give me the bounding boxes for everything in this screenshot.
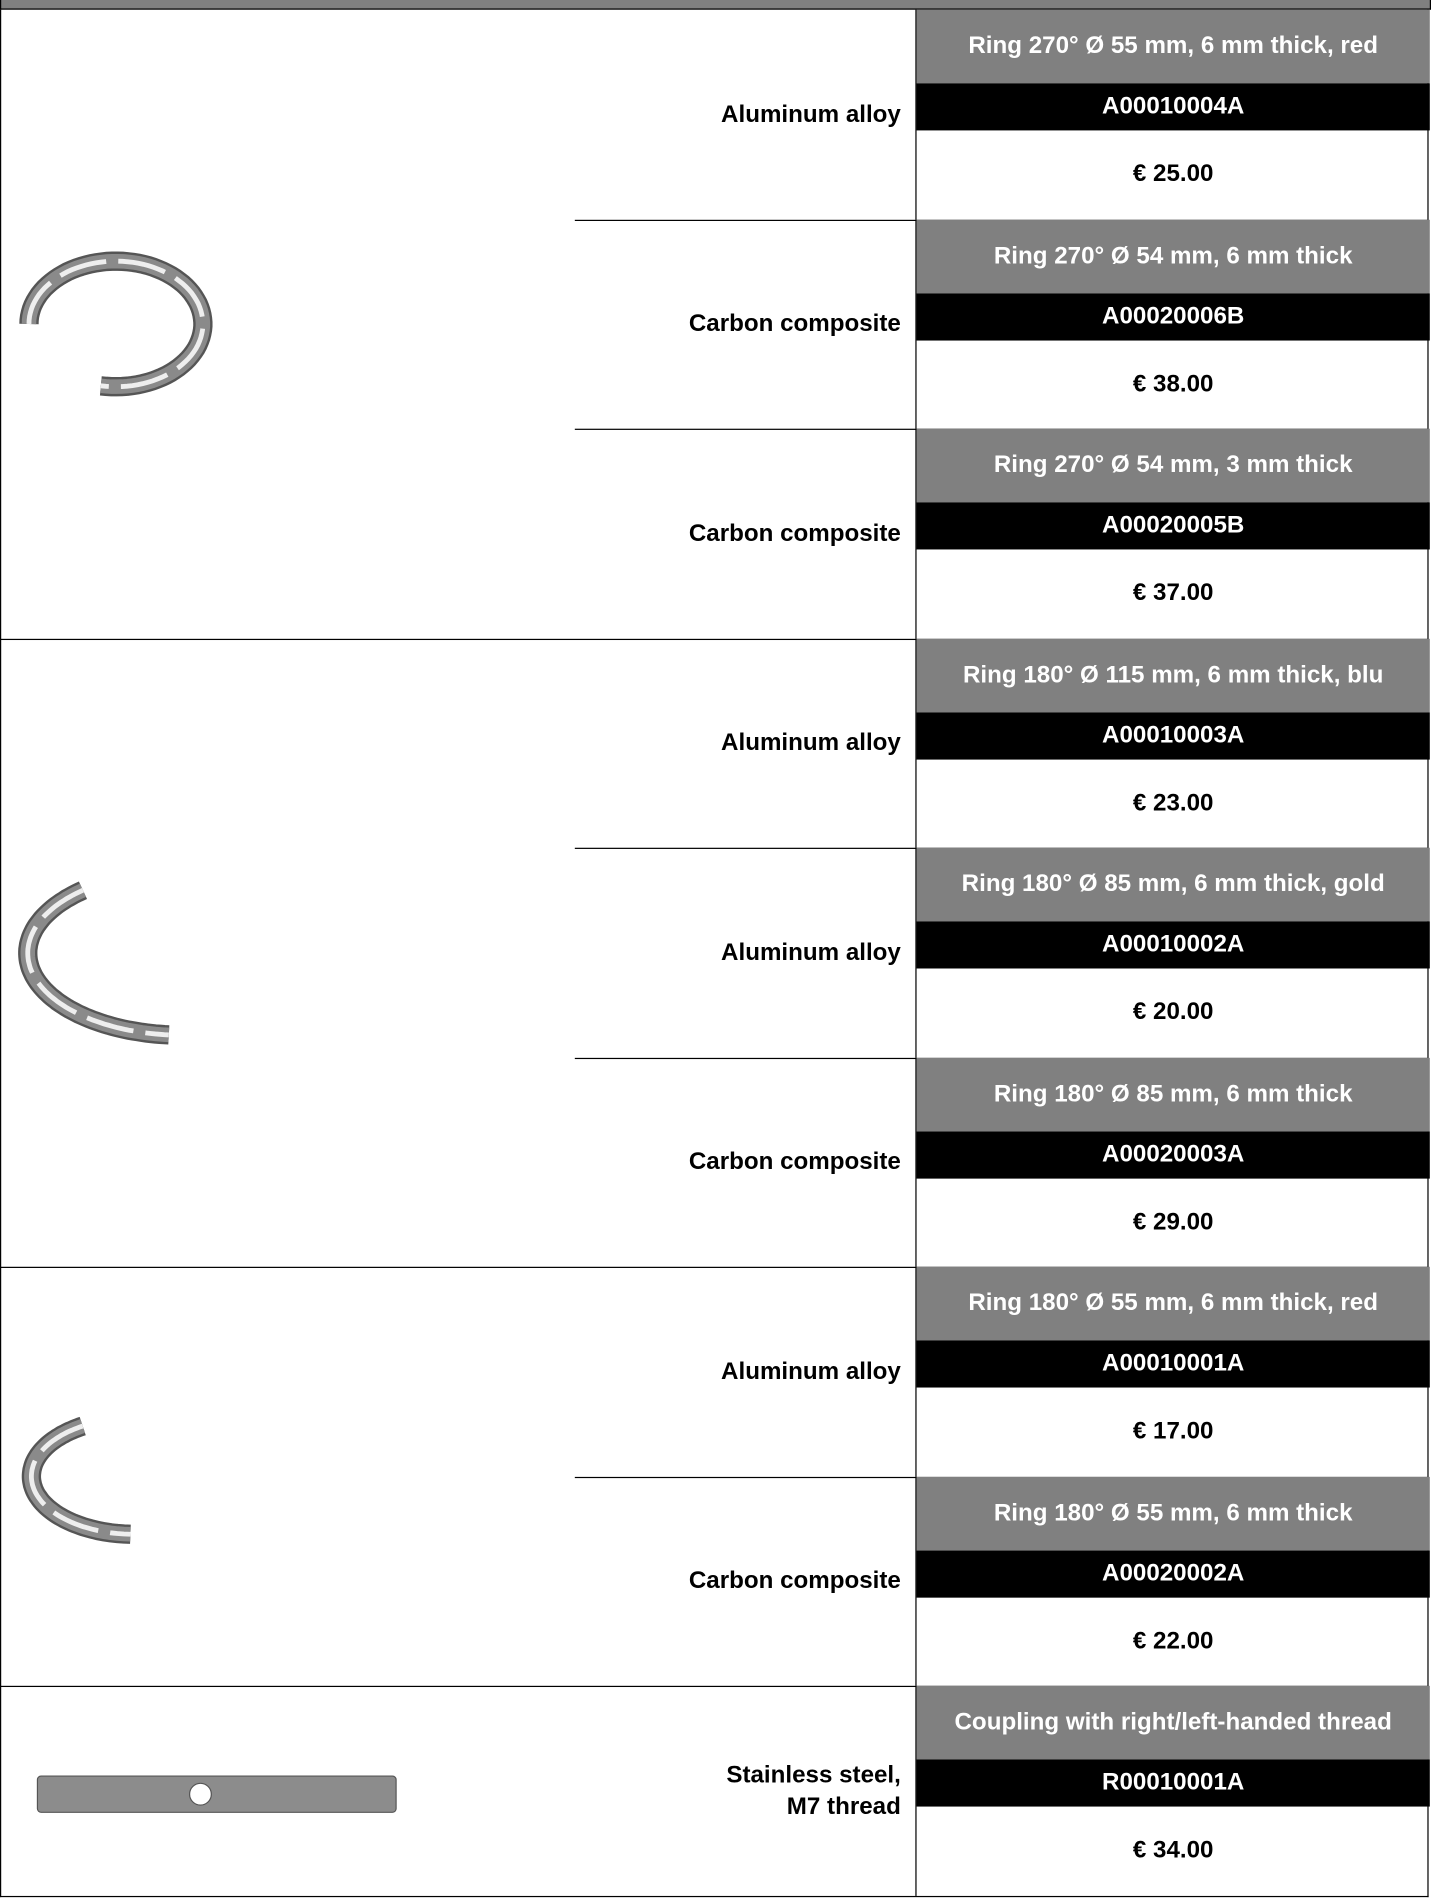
product-info: Ring 180° Ø 85 mm, 6 mm thick A00020003A €… [915, 1057, 1430, 1267]
product-info: Ring 180° Ø 55 mm, 6 mm thick, red A00010… [915, 1266, 1430, 1477]
product-price: € 37.00 [1132, 579, 1214, 607]
product-price: € 29.00 [1132, 1208, 1214, 1236]
product-code: A00010003A [916, 711, 1430, 759]
product-code: A00020002A [916, 1549, 1430, 1598]
part-outline [25, 887, 169, 1037]
product-row: Aluminum alloy Ring 180° Ø 115 mm, 6 mm t… [575, 638, 1430, 848]
product-code: A00020003A [916, 1130, 1430, 1179]
material: Aluminum alloy [721, 729, 901, 757]
product-info: Ring 180° Ø 115 mm, 6 mm thick, blu A0001… [915, 638, 1430, 848]
product-row: Stainless steel, M7 thread Coupling with … [575, 1685, 1430, 1896]
header-bar [0, 0, 1431, 10]
material: Stainless steel, M7 thread [726, 1761, 901, 1820]
material: Carbon composite [688, 1148, 901, 1176]
product-price: € 17.00 [1132, 1418, 1214, 1445]
product-image [1, 1267, 575, 1686]
product-price: € 38.00 [1132, 370, 1214, 397]
product-row: Carbon composite Ring 270° Ø 54 mm, 3 mm … [574, 428, 1430, 639]
product-price: € 23.00 [1132, 789, 1214, 817]
product-name: Ring 270° Ø 54 mm, 3 mm thick [916, 428, 1430, 503]
product-info: Coupling with right/left-handed thread R0… [915, 1685, 1430, 1896]
product-group: Stainless steel, M7 thread Coupling with … [0, 1685, 1430, 1897]
material: Carbon composite [688, 520, 901, 547]
part-outline [28, 1423, 131, 1537]
product-row: Aluminum alloy Ring 180° Ø 55 mm, 6 mm th… [575, 1266, 1430, 1477]
product-info: Ring 270° Ø 54 mm, 3 mm thick A00020005B €… [915, 428, 1430, 639]
material: Aluminum alloy [721, 101, 901, 128]
product-row: Carbon composite Ring 180° Ø 85 mm, 6 mm … [574, 1057, 1430, 1267]
product-row: Carbon composite Ring 270° Ø 54 mm, 6 mm … [574, 219, 1430, 429]
product-price: € 34.00 [1132, 1837, 1214, 1864]
product-photo [36, 1775, 397, 1813]
product-group: Aluminum alloy Ring 270° Ø 55 mm, 6 mm th… [0, 9, 1430, 640]
product-image [1, 1686, 575, 1896]
rod-hole [188, 1782, 212, 1806]
product-name: Coupling with right/left-handed thread [916, 1685, 1430, 1760]
product-row: Aluminum alloy Ring 270° Ø 55 mm, 6 mm th… [575, 9, 1430, 220]
product-info: Ring 180° Ø 85 mm, 6 mm thick, gold A0001… [915, 847, 1430, 1058]
part-outline [26, 258, 206, 390]
product-photo [18, 880, 170, 1044]
product-info: Ring 270° Ø 55 mm, 6 mm thick, red A00010… [915, 9, 1430, 220]
product-info: Ring 180° Ø 55 mm, 6 mm thick A00020002A €… [915, 1476, 1430, 1686]
product-code: A00010001A [916, 1340, 1430, 1388]
product-photo [19, 251, 213, 397]
product-code: A00020005B [916, 502, 1430, 550]
product-row: Carbon composite Ring 180° Ø 55 mm, 6 mm … [574, 1476, 1430, 1686]
material: Aluminum alloy [721, 939, 901, 966]
product-name: Ring 180° Ø 115 mm, 6 mm thick, blu [916, 638, 1430, 712]
product-code: A00010002A [916, 921, 1430, 969]
product-name: Ring 270° Ø 54 mm, 6 mm thick [916, 219, 1430, 293]
product-name: Ring 180° Ø 85 mm, 6 mm thick, gold [916, 847, 1430, 922]
product-code: A00010004A [916, 83, 1430, 131]
material: Carbon composite [688, 310, 901, 338]
rod [36, 1775, 397, 1813]
product-image [1, 638, 575, 1267]
product-name: Ring 180° Ø 55 mm, 6 mm thick [916, 1476, 1430, 1550]
product-code: A00020006B [916, 292, 1430, 340]
product-price: € 22.00 [1132, 1627, 1214, 1655]
product-row: Aluminum alloy Ring 180° Ø 85 mm, 6 mm th… [574, 847, 1430, 1058]
material: Aluminum alloy [721, 1358, 901, 1385]
product-group: Aluminum alloy Ring 180° Ø 115 mm, 6 mm t… [0, 638, 1430, 1268]
product-info: Ring 270° Ø 54 mm, 6 mm thick A00020006B €… [915, 219, 1430, 429]
product-name: Ring 180° Ø 85 mm, 6 mm thick [916, 1057, 1430, 1131]
product-name: Ring 270° Ø 55 mm, 6 mm thick, red [916, 9, 1430, 84]
material: Carbon composite [688, 1567, 901, 1595]
product-price: € 25.00 [1132, 160, 1214, 188]
product-price: € 20.00 [1132, 998, 1214, 1026]
product-photo [21, 1416, 131, 1544]
product-image [1, 10, 575, 639]
product-code: R00010001A [916, 1759, 1430, 1807]
product-name: Ring 180° Ø 55 mm, 6 mm thick, red [916, 1266, 1430, 1341]
product-group: Aluminum alloy Ring 180° Ø 55 mm, 6 mm th… [0, 1266, 1430, 1688]
